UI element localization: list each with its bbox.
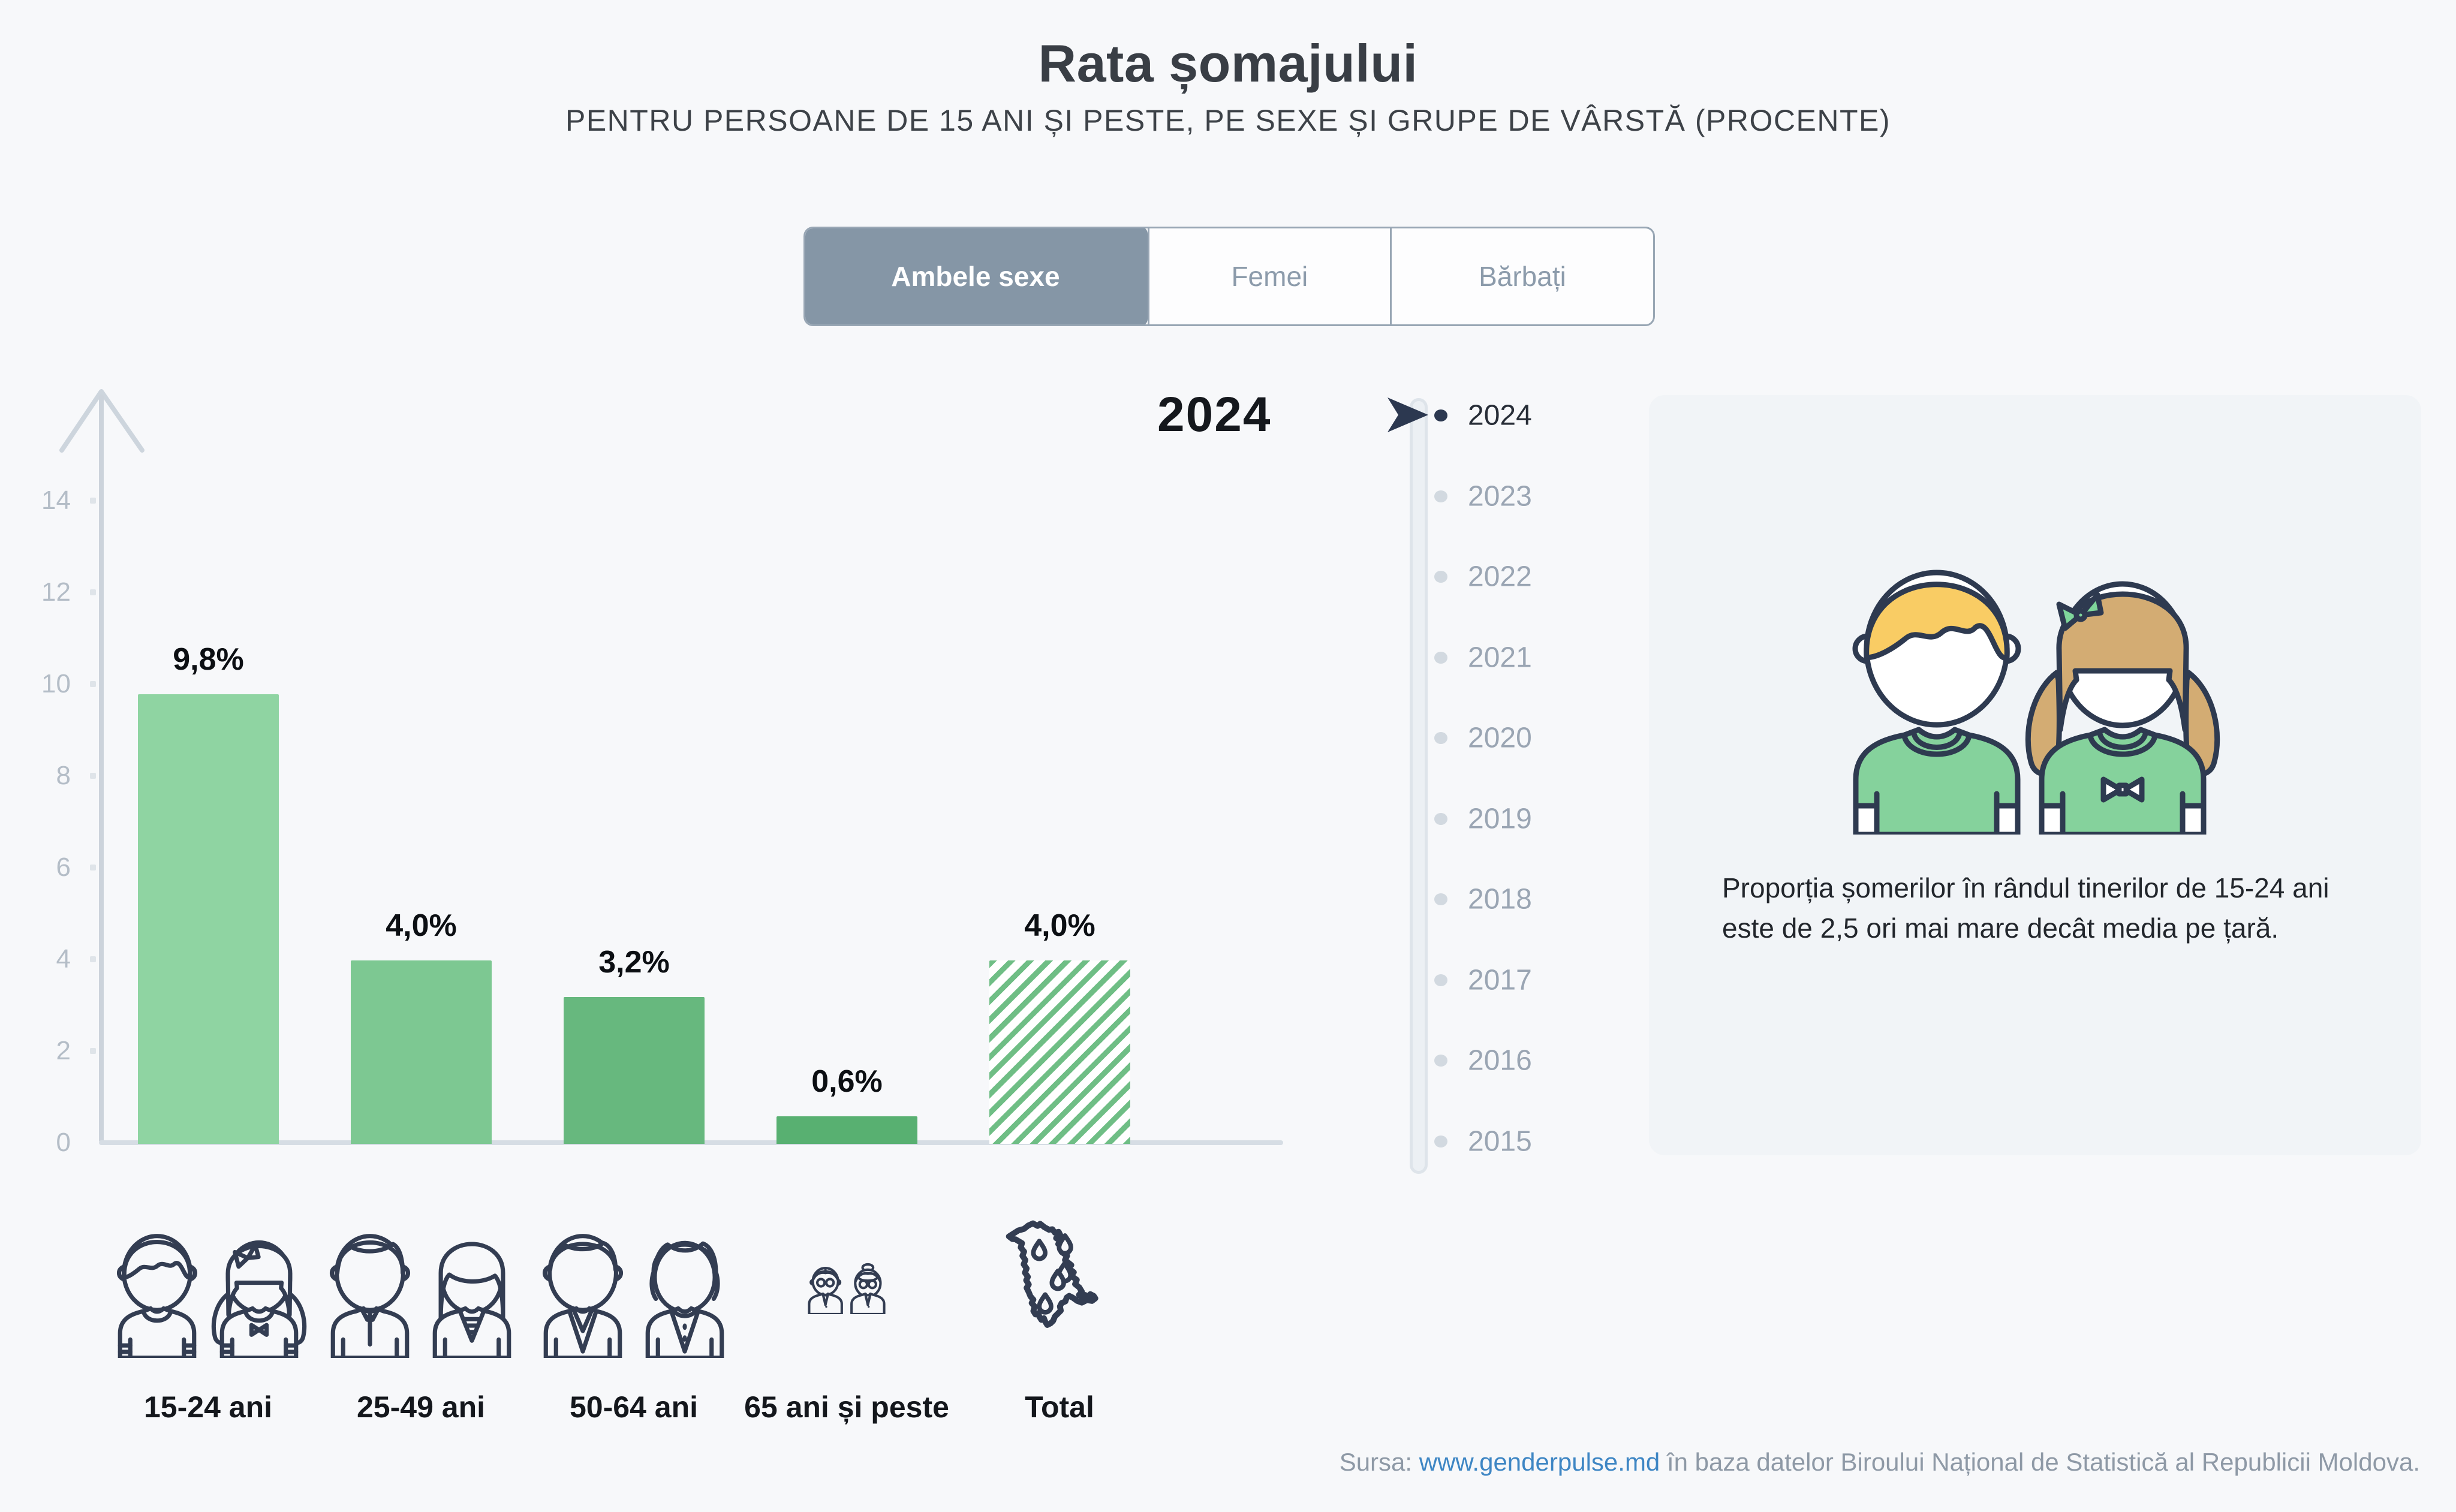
timeline-dot-2015[interactable] bbox=[1434, 1135, 1447, 1147]
bar-value-label-65-ani-si-peste: 0,6% bbox=[811, 1064, 883, 1099]
y-axis-label-8: 8 bbox=[56, 761, 71, 790]
senior-pair-icon bbox=[532, 1213, 736, 1358]
bar-value-label-50-64-ani: 3,2% bbox=[598, 945, 670, 980]
timeline-dot-2019[interactable] bbox=[1434, 812, 1447, 825]
timeline-year-2024[interactable]: 2024 bbox=[1468, 399, 1532, 432]
tab-barbati[interactable]: Bărbați bbox=[1389, 228, 1653, 324]
bar-50-64-ani bbox=[564, 997, 705, 1144]
bar-65-ani-si-peste bbox=[776, 1116, 917, 1144]
timeline-dot-2021[interactable] bbox=[1434, 651, 1447, 664]
category-label-65-ani-si-peste: 65 ani și peste bbox=[744, 1390, 949, 1424]
timeline-dot-2016[interactable] bbox=[1434, 1055, 1447, 1067]
y-axis-tick bbox=[90, 956, 96, 962]
timeline-arrow-icon bbox=[1387, 397, 1428, 432]
source-prefix: Sursa: bbox=[1339, 1448, 1419, 1476]
moldova-map-icon bbox=[992, 1213, 1127, 1352]
y-axis-tick bbox=[90, 865, 96, 871]
timeline-dot-2018[interactable] bbox=[1434, 893, 1447, 905]
bar-15-24-ani bbox=[138, 694, 279, 1144]
timeline-year-2018[interactable]: 2018 bbox=[1468, 883, 1532, 915]
y-axis-label-2: 2 bbox=[56, 1036, 71, 1065]
timeline-track[interactable] bbox=[1410, 398, 1428, 1174]
source-link[interactable]: www.genderpulse.md bbox=[1419, 1448, 1660, 1476]
timeline-year-2019[interactable]: 2019 bbox=[1468, 803, 1532, 835]
y-axis-label-12: 12 bbox=[41, 577, 71, 607]
y-axis-arrow-icon bbox=[59, 389, 145, 453]
elderly-pair-icon bbox=[806, 1259, 887, 1314]
source-suffix: în baza datelor Biroului Național de Sta… bbox=[1660, 1448, 2420, 1476]
timeline-dot-2017[interactable] bbox=[1434, 974, 1447, 986]
info-text: Proporția șomerilor în rândul tinerilor … bbox=[1722, 872, 2329, 944]
page-subtitle: PENTRU PERSOANE DE 15 ANI ȘI PESTE, PE S… bbox=[565, 104, 1891, 137]
bar-value-label-15-24-ani: 9,8% bbox=[173, 642, 244, 677]
young-pair-icon bbox=[106, 1213, 310, 1358]
y-axis-tick bbox=[90, 1048, 96, 1054]
category-label-total: Total bbox=[1025, 1390, 1094, 1424]
tab-femei[interactable]: Femei bbox=[1147, 228, 1390, 324]
info-panel bbox=[1649, 395, 2421, 1155]
y-axis-label-0: 0 bbox=[56, 1128, 71, 1157]
y-axis-label-4: 4 bbox=[56, 944, 71, 974]
y-axis-tick bbox=[90, 498, 96, 504]
y-axis bbox=[99, 394, 104, 1143]
page-title: Rata șomajului bbox=[1038, 34, 1418, 93]
bar-value-label-total: 4,0% bbox=[1024, 908, 1095, 943]
timeline-dot-2020[interactable] bbox=[1434, 732, 1447, 744]
bar-25-49-ani bbox=[351, 960, 492, 1144]
y-axis-label-6: 6 bbox=[56, 853, 71, 882]
timeline-dot-2023[interactable] bbox=[1434, 490, 1447, 502]
timeline-dot-2022[interactable] bbox=[1434, 571, 1447, 583]
y-axis-label-10: 10 bbox=[41, 669, 71, 698]
timeline-year-2017[interactable]: 2017 bbox=[1468, 964, 1532, 996]
adult-pair-icon bbox=[319, 1213, 523, 1358]
category-label-50-64-ani: 50-64 ani bbox=[569, 1390, 699, 1424]
youth-illustration bbox=[1823, 523, 2243, 835]
timeline-year-2022[interactable]: 2022 bbox=[1468, 561, 1532, 593]
timeline-year-2016[interactable]: 2016 bbox=[1468, 1044, 1532, 1077]
selected-year-label: 2024 bbox=[1157, 387, 1272, 442]
tab-ambele-sexe[interactable]: Ambele sexe bbox=[805, 228, 1148, 324]
y-axis-tick bbox=[90, 773, 96, 779]
sex-filter-tabs: Ambele sexe Femei Bărbați bbox=[803, 227, 1655, 326]
y-axis-label-14: 14 bbox=[41, 486, 71, 515]
timeline-year-2021[interactable]: 2021 bbox=[1468, 641, 1532, 673]
bar-total bbox=[989, 960, 1130, 1144]
category-label-25-49-ani: 25-49 ani bbox=[356, 1390, 486, 1424]
category-label-15-24-ani: 15-24 ani bbox=[143, 1390, 273, 1424]
y-axis-tick bbox=[90, 681, 96, 687]
y-axis-tick bbox=[90, 589, 96, 595]
source-footer: Sursa: www.genderpulse.md în baza datelo… bbox=[1340, 1448, 2420, 1477]
bar-value-label-25-49-ani: 4,0% bbox=[386, 908, 457, 943]
timeline-year-2015[interactable]: 2015 bbox=[1468, 1125, 1532, 1157]
timeline-year-2023[interactable]: 2023 bbox=[1468, 480, 1532, 512]
timeline-year-2020[interactable]: 2020 bbox=[1468, 722, 1532, 754]
timeline-dot-2024[interactable] bbox=[1434, 409, 1447, 421]
